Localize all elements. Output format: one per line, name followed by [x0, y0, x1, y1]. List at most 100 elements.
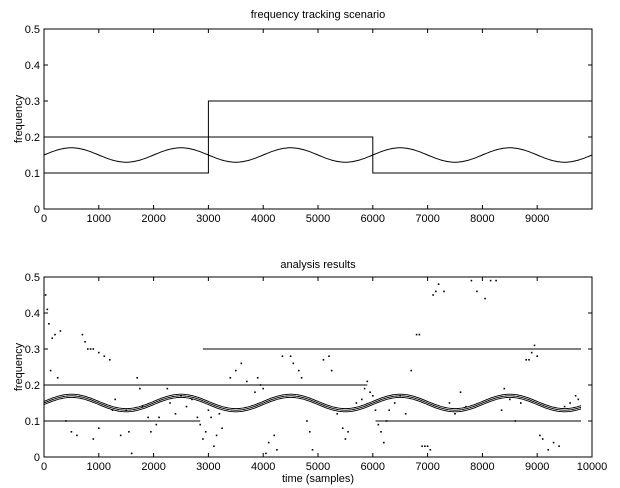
scatter-point-58: [265, 452, 267, 455]
scatter-point-93: [415, 333, 418, 336]
x-tick-label-5: 5000: [306, 461, 330, 473]
scatter-point-17: [70, 431, 73, 433]
scatter-point-44: [207, 409, 210, 411]
scatter-point-94: [418, 333, 421, 336]
scatter-point-130: [577, 398, 580, 401]
scatter-point-0: [44, 294, 47, 296]
scatter-point-3: [51, 337, 53, 339]
scatter-point-22: [114, 398, 116, 401]
scatter-point-54: [254, 391, 256, 393]
x-tick-label-4: 4000: [251, 213, 275, 225]
scatter-point-116: [520, 402, 522, 404]
y-tick-label-5: 0.5: [25, 272, 40, 284]
ticks-layer: 0 1000 2000 3000 4000 5000 6000 7000 8000 9000 0 0.…: [25, 24, 592, 225]
scatter-point-12: [92, 348, 95, 350]
scatter-point-64: [292, 362, 295, 365]
x-tick-label-4: 4000: [251, 461, 275, 473]
scatter-point-26: [130, 452, 133, 455]
scatter-point-76: [347, 431, 349, 433]
scatter-point-41: [199, 423, 201, 426]
scatter-point-97: [426, 445, 429, 447]
y-axis-label: frequency: [13, 342, 25, 391]
scatter-point-110: [489, 279, 492, 282]
scatter-point-2: [48, 323, 50, 325]
scatter-point-107: [470, 279, 473, 282]
scatter-point-16: [65, 420, 67, 422]
y-tick-label-4: 0.4: [25, 60, 40, 72]
scatter-point-60: [273, 434, 275, 437]
x-axis-label: time (samples): [282, 473, 354, 485]
scatter-point-126: [558, 445, 560, 447]
x-tick-label-1: 1000: [87, 461, 111, 473]
scatter-point-30: [147, 416, 149, 419]
x-tick-label-2: 2000: [141, 213, 165, 225]
scatter-point-29: [141, 405, 144, 408]
chart-title: analysis results: [280, 259, 356, 271]
scatter-point-96: [424, 445, 426, 447]
scatter-point-128: [569, 402, 571, 404]
scatter-point-111: [495, 279, 497, 282]
y-tick-label-3: 0.3: [25, 96, 40, 108]
scatter-point-83: [374, 409, 377, 411]
scatter-point-18: [76, 434, 78, 437]
results-chart: analysis results frequency time (samples…: [13, 259, 607, 485]
scatter-point-78: [361, 398, 363, 401]
scatter-point-118: [528, 359, 530, 361]
scatter-point-52: [240, 362, 243, 365]
scatter-point-82: [372, 395, 374, 397]
x-tick-label-8: 8000: [470, 461, 494, 473]
scatter-point-125: [552, 441, 555, 444]
scatter-point-115: [514, 420, 517, 422]
scatter-point-40: [196, 416, 199, 419]
scatter-point-81: [369, 391, 371, 393]
scatter-point-90: [399, 395, 401, 397]
scatter-point-15: [109, 359, 111, 361]
scatter-point-77: [355, 402, 358, 404]
points-layer: [44, 279, 580, 455]
y-tick-label-3: 0.3: [25, 344, 40, 356]
scatter-point-98: [429, 449, 432, 451]
scatter-point-129: [574, 395, 577, 397]
scatter-point-67: [306, 420, 308, 422]
scatter-point-87: [385, 420, 388, 422]
x-tick-label-8: 8000: [470, 213, 494, 225]
series-layer: [43, 348, 582, 422]
scatter-point-65: [298, 369, 300, 372]
scatter-point-19: [92, 438, 95, 440]
y-tick-label-1: 0.1: [25, 416, 40, 428]
x-tick-label-5: 5000: [306, 213, 330, 225]
scatter-point-84: [377, 423, 380, 426]
scatter-point-35: [169, 402, 171, 404]
scatter-point-102: [443, 290, 445, 293]
scatter-point-127: [563, 405, 566, 408]
scatter-point-62: [281, 355, 284, 357]
scatter-point-73: [336, 413, 338, 415]
y-tick-label-2: 0.2: [25, 132, 40, 144]
x-tick-label-10: 10000: [577, 461, 608, 473]
scatter-point-109: [484, 297, 486, 300]
scatter-point-37: [180, 395, 182, 397]
scatter-point-21: [111, 409, 114, 411]
scatter-point-104: [454, 413, 456, 415]
y-tick-label-2: 0.2: [25, 380, 40, 392]
scatter-point-4: [54, 333, 56, 336]
ticks-layer: 0 1000 2000 3000 4000 5000 6000 7000 8000 9000 100…: [25, 272, 608, 473]
scatter-point-28: [139, 387, 141, 390]
scatter-point-34: [166, 387, 169, 390]
scatter-point-25: [128, 431, 130, 433]
x-tick-label-7: 7000: [415, 461, 439, 473]
scatter-point-100: [435, 290, 437, 293]
scatter-point-10: [87, 348, 89, 350]
x-tick-label-9: 9000: [525, 461, 549, 473]
scatter-point-46: [213, 445, 215, 447]
scatter-point-39: [191, 398, 193, 401]
y-tick-label-0: 0: [34, 204, 40, 216]
scatter-point-103: [448, 402, 451, 404]
scatter-point-1: [46, 308, 49, 311]
scatter-point-61: [276, 449, 278, 451]
scatter-point-112: [500, 409, 503, 411]
axes-box: [43, 28, 593, 210]
scenario-chart: frequency tracking scenario frequency 0 1…: [13, 9, 593, 225]
scatter-point-36: [174, 413, 177, 415]
